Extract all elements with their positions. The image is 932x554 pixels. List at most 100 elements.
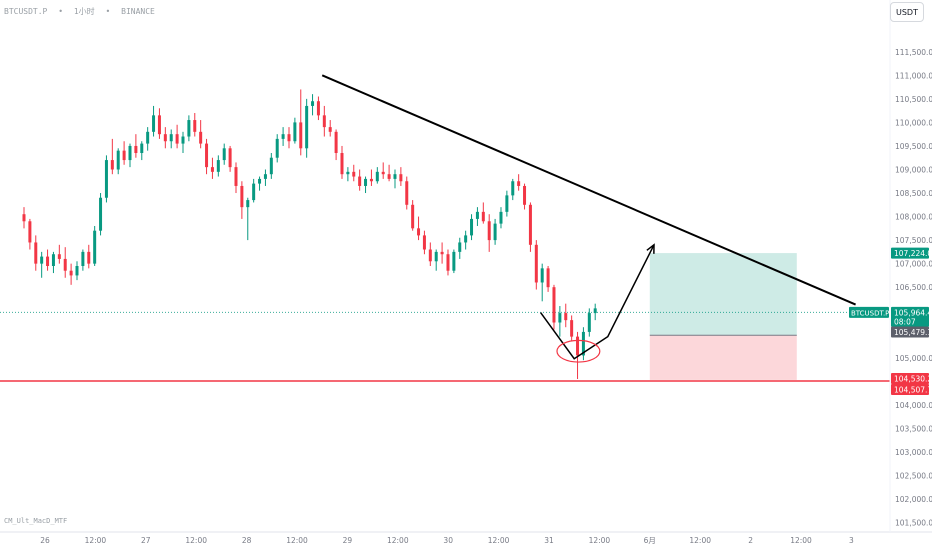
entry-price-tag: 105,479.1 (891, 326, 932, 338)
support-price-tag-bg (891, 383, 929, 395)
candle-body (199, 131, 203, 144)
candle-body (540, 268, 544, 283)
target-price-tag: 107,224.0 (891, 247, 932, 259)
indicator-label[interactable]: CM_Ult_MacD_MTF (4, 517, 68, 525)
candle-body (205, 143, 209, 168)
candle-body (434, 251, 438, 262)
price-tick-label: 110,500.0 (895, 95, 932, 104)
candle-body (128, 145, 132, 161)
candle-body (352, 171, 356, 177)
candles-group (22, 89, 597, 379)
time-tick-label: 12:00 (85, 536, 107, 545)
candle-body (140, 143, 144, 154)
candle-body (369, 178, 373, 182)
candle-body (216, 160, 220, 172)
price-tick-label: 107,500.0 (895, 236, 932, 245)
candle-body (269, 157, 273, 175)
symbol-header: BTCUSDT.P • 1小时 • BINANCE (4, 6, 161, 17)
candle-body (552, 287, 556, 323)
candle-body (104, 160, 108, 198)
candle-body (228, 148, 232, 168)
symbol-tag-bg (849, 306, 889, 318)
candle-body (51, 254, 55, 266)
candle-body (464, 235, 468, 243)
time-tick-label: 12:00 (689, 536, 711, 545)
candle-body (28, 221, 32, 243)
entry-price-tag-text: 105,479.1 (894, 328, 932, 337)
current-price-tag: 105,964.408:07 BTCUSDT.P (849, 306, 932, 327)
candle-body (428, 249, 432, 262)
interval-label[interactable]: 1小时 (73, 7, 95, 16)
candle-body (281, 134, 285, 139)
time-tick-label: 12:00 (790, 536, 812, 545)
candle-body (246, 200, 250, 208)
price-tick-label: 109,500.0 (895, 142, 932, 151)
candle-body (34, 242, 38, 264)
price-tick-label: 109,000.0 (895, 165, 932, 174)
time-tick-label: 12:00 (589, 536, 611, 545)
price-tick-label: 102,000.0 (895, 495, 932, 504)
candle-body (81, 251, 85, 266)
candle-body (411, 204, 415, 229)
trendline (321, 74, 856, 306)
candle-body (534, 244, 538, 283)
candle-body (576, 336, 580, 356)
candle-body (405, 181, 409, 205)
position-zones (649, 253, 797, 380)
time-tick-label: 12:00 (286, 536, 308, 545)
exchange-label: BINANCE (121, 7, 155, 16)
candle-body (546, 268, 550, 288)
candle-body (240, 185, 244, 208)
candle-body (340, 153, 344, 175)
loss-zone (649, 335, 797, 380)
candle-body (157, 115, 161, 135)
currency-button[interactable]: USDT (890, 2, 924, 22)
candle-body (134, 145, 138, 154)
candle-body (558, 313, 562, 323)
candle-body (22, 214, 26, 222)
price-tags: 107,224.0 105,964.408:07 BTCUSDT.P 105,479.… (849, 247, 932, 395)
drawings-group (0, 74, 890, 382)
candle-body (528, 204, 532, 245)
candle-body (481, 211, 485, 222)
time-tick-label: 31 (544, 536, 554, 545)
candle-body (63, 258, 67, 271)
price-tick-label: 110,000.0 (895, 118, 932, 127)
candle-body (570, 320, 574, 337)
candle-body (517, 181, 521, 186)
price-tick-label: 103,000.0 (895, 448, 932, 457)
candle-body (57, 254, 61, 259)
stop-price-tag: 104,530.2 (891, 373, 932, 385)
candle-body (193, 120, 197, 132)
candle-body (346, 171, 350, 175)
candle-body (263, 174, 267, 179)
candle-body (564, 313, 568, 321)
price-tick-label: 105,000.0 (895, 354, 932, 363)
candle-body (581, 331, 585, 356)
candle-body (470, 218, 474, 236)
candle-body (152, 115, 156, 132)
candle-body (99, 197, 103, 231)
time-tick-label: 2 (748, 536, 753, 545)
candle-body (487, 221, 491, 241)
highlight-ellipse (556, 339, 601, 363)
candle-body (75, 266, 79, 276)
price-tick-label: 111,000.0 (895, 71, 932, 80)
candle-body (322, 115, 326, 128)
candle-body (511, 181, 515, 196)
symbol-name[interactable]: BTCUSDT.P (4, 7, 48, 16)
header-separator: • (105, 7, 111, 16)
candle-body (181, 136, 185, 144)
price-tick-label: 108,500.0 (895, 189, 932, 198)
candle-body (222, 148, 226, 161)
symbol-tag-text: BTCUSDT.P (851, 309, 889, 317)
candle-body (446, 254, 450, 271)
candle-body (234, 167, 238, 186)
candle-body (587, 313, 591, 332)
current-price-tag-text: 105,964.4 (894, 308, 932, 317)
price-tick-label: 101,500.0 (895, 519, 932, 528)
time-tick-label: 26 (40, 536, 50, 545)
candle-body (110, 160, 114, 170)
